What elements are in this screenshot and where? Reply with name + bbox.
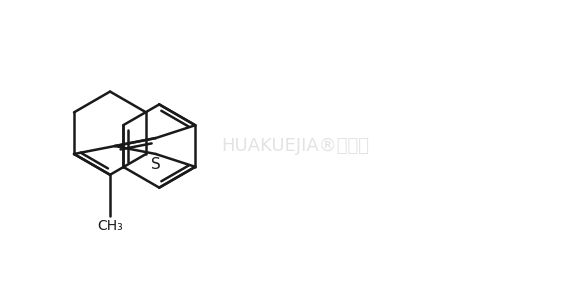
Text: S: S <box>151 157 160 172</box>
Text: HUAKUEJIA®化学加: HUAKUEJIA®化学加 <box>221 137 369 155</box>
Text: CH₃: CH₃ <box>97 219 123 233</box>
